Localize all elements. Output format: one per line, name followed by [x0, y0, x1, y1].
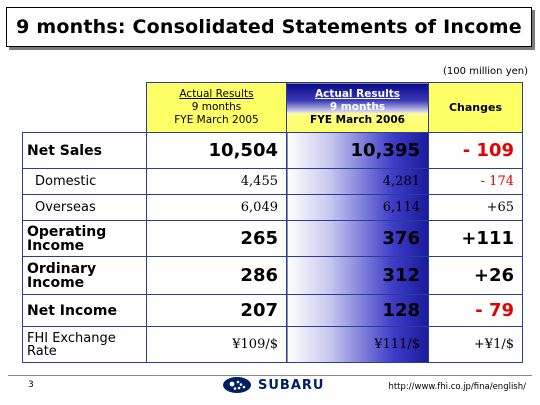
change-net-sales: - 109: [428, 132, 523, 169]
label-operating-income-line2: Income: [27, 237, 85, 254]
change-domestic: - 174: [428, 168, 523, 195]
change-operating-income: +111: [428, 220, 523, 257]
row-operating-income: Operating Income 265 376 +111: [22, 220, 523, 257]
label-ordinary-income: Ordinary Income: [22, 256, 147, 295]
header-2005-line2: 9 months: [191, 101, 242, 113]
label-exchange-rate-line2: Rate: [27, 343, 57, 359]
footer-divider: [8, 375, 532, 376]
header-2006-line3: FYE March 2006: [310, 114, 405, 126]
row-net-sales: Net Sales 10,504 10,395 - 109: [22, 132, 523, 169]
label-ordinary-income-line2: Income: [27, 274, 85, 291]
value-2006-overseas: 6,114: [286, 194, 429, 221]
row-overseas: Overseas 6,049 6,114 +65: [22, 194, 523, 221]
value-2006-domestic: 4,281: [286, 168, 429, 195]
header-2005-line1: Actual Results: [179, 88, 254, 100]
label-net-income: Net Income: [22, 294, 147, 327]
value-2006-net-income: 128: [286, 294, 429, 327]
label-operating-income-line1: Operating: [27, 223, 107, 240]
change-net-income: - 79: [428, 294, 523, 327]
logo-wordmark: SUBARU: [258, 377, 325, 393]
row-net-income: Net Income 207 128 - 79: [22, 294, 523, 327]
income-table: Actual Results 9 months FYE March 2005 A…: [22, 82, 523, 363]
change-exchange-rate: +¥1/$: [428, 326, 523, 363]
value-2005-ordinary-income: 286: [146, 256, 287, 295]
value-2005-domestic: 4,455: [146, 168, 287, 195]
label-overseas: Overseas: [22, 194, 147, 221]
unit-note: (100 million yen): [443, 66, 528, 77]
header-changes: Changes: [428, 82, 523, 133]
value-2006-net-sales: 10,395: [286, 132, 429, 169]
value-2005-net-sales: 10,504: [146, 132, 287, 169]
value-2006-operating-income: 376: [286, 220, 429, 257]
label-exchange-rate-line1: FHI Exchange: [27, 330, 116, 346]
title-box: 9 months: Consolidated Statements of Inc…: [6, 7, 532, 47]
page-title: 9 months: Consolidated Statements of Inc…: [16, 16, 522, 38]
page-number: 3: [28, 380, 34, 390]
label-operating-income: Operating Income: [22, 220, 147, 257]
subaru-stars-icon: [223, 377, 251, 393]
value-2006-exchange-rate: ¥111/$: [286, 326, 429, 363]
row-exchange-rate: FHI Exchange Rate ¥109/$ ¥111/$ +¥1/$: [22, 326, 523, 363]
value-2006-ordinary-income: 312: [286, 256, 429, 295]
footer-url[interactable]: http://www.fhi.co.jp/fina/english/: [388, 382, 526, 392]
row-ordinary-income: Ordinary Income 286 312 +26: [22, 256, 523, 295]
header-2006-line1: Actual Results: [315, 88, 400, 100]
header-2005-line3: FYE March 2005: [174, 114, 259, 126]
subaru-logo: SUBARU: [222, 376, 324, 394]
label-domestic: Domestic: [22, 168, 147, 195]
change-ordinary-income: +26: [428, 256, 523, 295]
value-2005-overseas: 6,049: [146, 194, 287, 221]
label-net-sales: Net Sales: [22, 132, 147, 169]
header-empty-cell: [23, 83, 147, 133]
value-2005-operating-income: 265: [146, 220, 287, 257]
value-2005-net-income: 207: [146, 294, 287, 327]
header-fye-2005: Actual Results 9 months FYE March 2005: [146, 82, 287, 133]
header-2006-line2: 9 months: [329, 101, 386, 113]
header-row: Actual Results 9 months FYE March 2005 A…: [23, 82, 523, 133]
label-ordinary-income-line1: Ordinary: [27, 260, 97, 277]
value-2005-exchange-rate: ¥109/$: [146, 326, 287, 363]
header-fye-2006: Actual Results 9 months FYE March 2006: [286, 82, 429, 133]
change-overseas: +65: [428, 194, 523, 221]
label-exchange-rate: FHI Exchange Rate: [22, 326, 147, 363]
row-domestic: Domestic 4,455 4,281 - 174: [22, 168, 523, 195]
